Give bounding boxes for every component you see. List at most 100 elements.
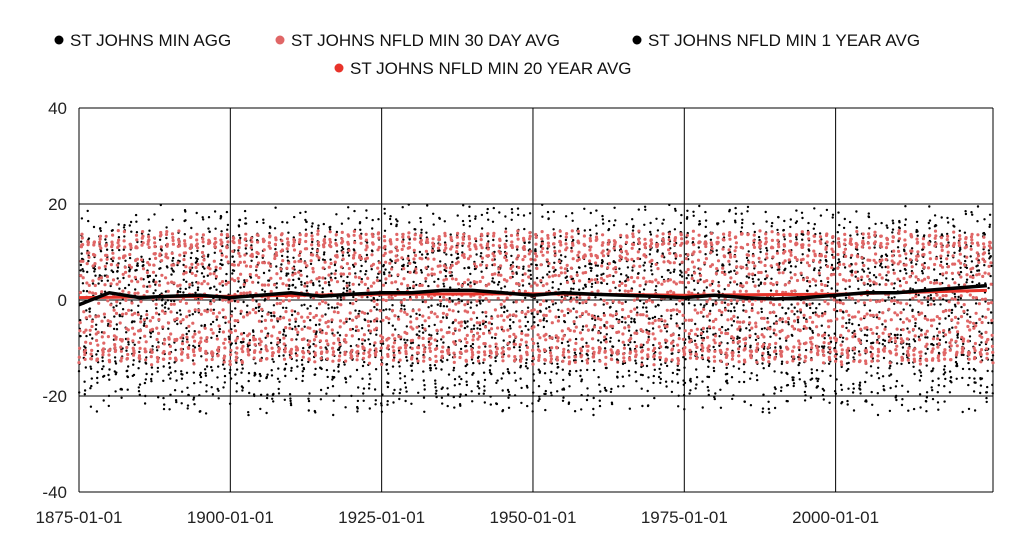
min-agg-point (863, 303, 866, 307)
min-agg-point (718, 335, 721, 338)
min-agg-point (337, 370, 340, 373)
min-agg-point (525, 361, 528, 365)
30-day-avg-point (93, 262, 97, 266)
min-agg-point (408, 286, 412, 290)
30-day-avg-point (108, 348, 112, 352)
min-agg-point (335, 230, 339, 234)
min-agg-point (289, 399, 292, 403)
30-day-avg-point (393, 314, 397, 318)
30-day-avg-point (390, 308, 395, 313)
30-day-avg-point (376, 266, 380, 270)
min-agg-point (689, 380, 692, 383)
min-agg-point (319, 388, 323, 392)
min-agg-point (360, 264, 363, 268)
min-agg-point (442, 341, 445, 344)
min-agg-point (868, 227, 871, 230)
min-agg-point (143, 322, 146, 325)
min-agg-point (642, 288, 646, 291)
min-agg-point (85, 334, 88, 338)
min-agg-point (435, 344, 439, 347)
min-agg-point (423, 384, 426, 387)
min-agg-point (764, 210, 767, 214)
min-agg-point (627, 369, 631, 373)
30-day-avg-point (223, 337, 227, 341)
min-agg-point (291, 283, 295, 287)
min-agg-point (265, 375, 269, 379)
30-day-avg-point (307, 358, 311, 362)
min-agg-point (671, 380, 674, 383)
30-day-avg-point (170, 280, 174, 284)
min-agg-point (749, 344, 752, 347)
30-day-avg-point (83, 348, 87, 352)
min-agg-point (816, 385, 820, 388)
min-agg-point (566, 340, 569, 343)
min-agg-point (800, 211, 804, 214)
min-agg-point (943, 365, 946, 368)
min-agg-point (128, 224, 131, 227)
min-agg-point (96, 349, 100, 353)
min-agg-point (100, 279, 104, 282)
30-day-avg-point (258, 350, 262, 354)
min-agg-point (932, 367, 935, 370)
30-day-avg-point (429, 310, 433, 314)
min-agg-point (585, 398, 589, 402)
30-day-avg-point (230, 299, 234, 303)
min-agg-point (99, 250, 103, 253)
30-day-avg-point (377, 245, 381, 249)
min-agg-point (661, 252, 664, 255)
30-day-avg-point (156, 357, 160, 361)
min-agg-point (227, 335, 231, 338)
min-agg-point (919, 371, 922, 374)
min-agg-point (591, 317, 594, 320)
min-agg-point (964, 212, 968, 216)
30-day-avg-point (430, 296, 434, 300)
min-agg-point (336, 306, 339, 309)
min-agg-point (420, 231, 423, 234)
30-day-avg-point (133, 275, 137, 279)
min-agg-point (175, 379, 178, 382)
min-agg-point (989, 274, 992, 278)
min-agg-point (286, 255, 289, 259)
30-day-avg-point (142, 284, 146, 288)
min-agg-point (498, 211, 501, 214)
min-agg-point (857, 323, 861, 327)
min-agg-point (235, 361, 238, 364)
min-agg-point (118, 314, 122, 318)
min-agg-point (167, 327, 170, 330)
min-agg-point (566, 311, 570, 315)
30-day-avg-point (239, 309, 243, 313)
30-day-avg-point (239, 272, 243, 276)
30-day-avg-point (389, 242, 393, 246)
min-agg-point (778, 268, 781, 271)
30-day-avg-point (313, 353, 317, 357)
min-agg-point (605, 389, 608, 392)
30-day-avg-point (153, 241, 157, 245)
30-day-avg-point (146, 242, 150, 246)
30-day-avg-point (335, 255, 339, 259)
min-agg-point (899, 269, 902, 273)
min-agg-point (808, 285, 812, 288)
min-agg-point (435, 389, 438, 392)
min-agg-point (409, 315, 412, 318)
min-agg-point (395, 218, 398, 221)
30-day-avg-point (341, 239, 345, 244)
min-agg-point (314, 411, 317, 414)
30-day-avg-point (337, 358, 341, 362)
min-agg-point (233, 324, 236, 328)
30-day-avg-point (366, 276, 370, 280)
min-agg-point (592, 413, 595, 417)
min-agg-point (848, 318, 851, 321)
min-agg-point (420, 253, 424, 256)
30-day-avg-point (405, 312, 409, 316)
min-agg-point (155, 307, 158, 310)
min-agg-point (353, 209, 356, 213)
min-agg-point (153, 213, 156, 216)
min-agg-point (491, 277, 494, 280)
min-agg-point (568, 373, 571, 377)
30-day-avg-point (387, 295, 391, 299)
min-agg-point (628, 374, 631, 377)
min-agg-point (795, 220, 799, 223)
min-agg-point (717, 281, 720, 284)
min-agg-point (286, 221, 289, 224)
min-agg-point (811, 329, 814, 333)
